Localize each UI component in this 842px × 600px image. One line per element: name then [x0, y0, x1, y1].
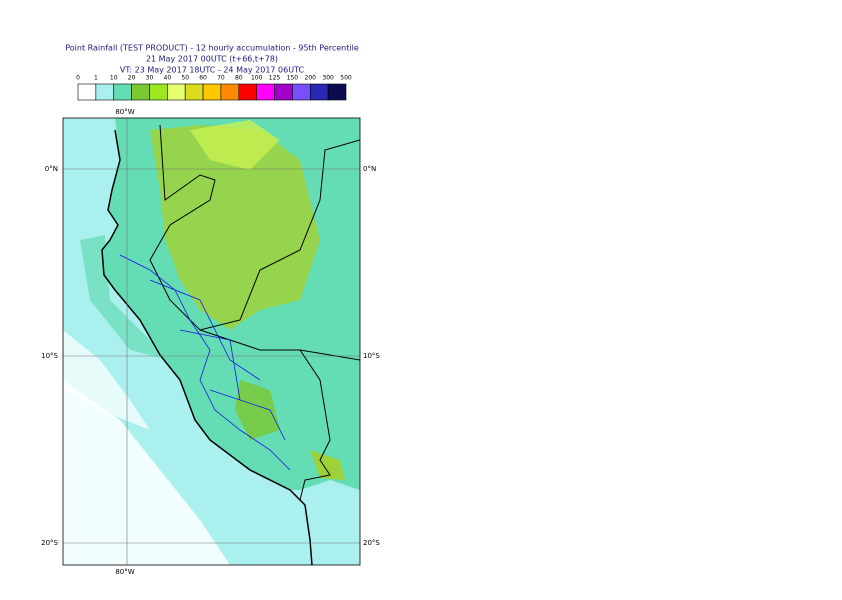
- colorbar-label: 125: [269, 75, 281, 82]
- colorbar-label: 200: [305, 75, 317, 82]
- colorbar: 0 1 10 20 30 40 50 60 70 80 100 125 150 200 300 500: [76, 75, 352, 101]
- coastline: [101, 129, 313, 565]
- colorbar-label: 20: [128, 75, 136, 82]
- colorbar-label: 50: [181, 75, 189, 82]
- colorbar-label: 1: [94, 75, 98, 82]
- colorbar-box: [274, 83, 293, 101]
- colorbar-label: 40: [164, 75, 172, 82]
- colorbar-label: 0: [76, 75, 80, 82]
- colorbar-box: [95, 83, 115, 101]
- colorbar-box: [77, 83, 97, 101]
- rain-area: [150, 125, 320, 330]
- colorbar-label: 100: [251, 75, 263, 82]
- colorbar-box: [131, 83, 150, 101]
- colorbar-box: [256, 83, 275, 101]
- valid-time: VT: 23 May 2017 18UTC - 24 May 2017 06UT…: [120, 66, 305, 75]
- admin-border: [119, 254, 291, 471]
- map: 80°W 80°W 0°N 0°N 10°S 10°S 20°S 20°S: [41, 108, 380, 576]
- colorbar-label: 150: [287, 75, 299, 82]
- colorbar-box: [309, 83, 329, 101]
- rain-area: [310, 450, 345, 480]
- lat-label: 0°N: [45, 165, 58, 173]
- rain-area: [190, 120, 280, 170]
- colorbar-label: 60: [199, 75, 207, 82]
- lat-label: 20°S: [363, 539, 380, 547]
- colorbar-box: [220, 83, 240, 101]
- colorbar-label: 10: [110, 75, 118, 82]
- lat-label: 10°S: [41, 352, 58, 360]
- colorbar-box: [149, 83, 168, 101]
- colorbar-label: 500: [340, 75, 352, 82]
- colorbar-box: [202, 83, 222, 101]
- colorbar-label: 80: [235, 75, 243, 82]
- dry-area: [63, 330, 150, 430]
- colorbar-box: [327, 83, 347, 101]
- colorbar-label: 30: [146, 75, 154, 82]
- colorbar-box: [292, 83, 311, 101]
- colorbar-box: [167, 83, 186, 101]
- run-time: 21 May 2017 00UTC (t+66,t+78): [146, 55, 278, 64]
- title: Point Rainfall (TEST PRODUCT) - 12 hourl…: [65, 44, 359, 53]
- lat-label: 0°N: [363, 165, 376, 173]
- lon-label: 80°W: [115, 108, 134, 116]
- colorbar-label: 70: [217, 75, 225, 82]
- lon-label: 80°W: [115, 568, 134, 576]
- rain-area: [235, 380, 280, 440]
- rain-area: [80, 235, 170, 360]
- colorbar-box: [184, 83, 204, 101]
- lat-label: 10°S: [363, 352, 380, 360]
- border: [149, 124, 360, 501]
- colorbar-box: [113, 83, 132, 101]
- colorbar-box: [238, 83, 257, 101]
- colorbar-label: 300: [322, 75, 334, 82]
- lat-label: 20°S: [41, 539, 58, 547]
- map-frame: [62, 117, 361, 566]
- dry-area: [63, 380, 230, 565]
